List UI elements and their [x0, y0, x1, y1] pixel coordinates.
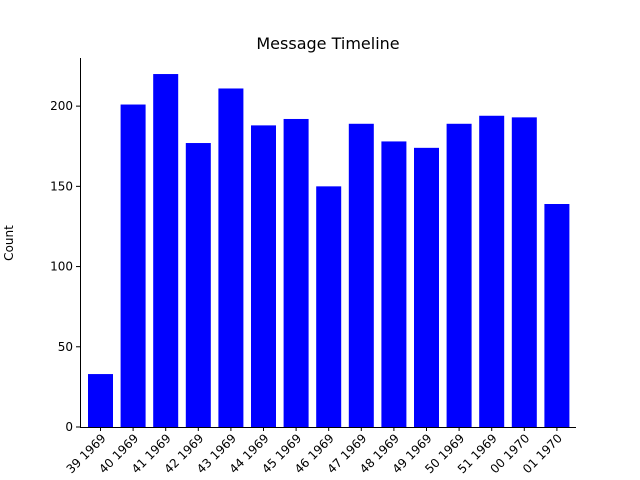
bar-2 — [153, 74, 179, 427]
y-tick-label-3: 150 — [50, 179, 73, 193]
bar-12 — [479, 115, 505, 427]
bar-14 — [544, 204, 570, 427]
y-tick-label-1: 50 — [58, 340, 73, 354]
bar-11 — [446, 123, 472, 427]
y-tick-label-0: 0 — [65, 420, 73, 434]
bar-6 — [283, 118, 309, 427]
bars-group — [88, 74, 570, 428]
bar-3 — [185, 143, 211, 427]
bar-1 — [120, 104, 146, 427]
y-axis-label: Count — [2, 225, 16, 261]
y-tick-label-2: 100 — [50, 260, 73, 274]
bar-4 — [218, 88, 244, 427]
y-tick-label-4: 200 — [50, 99, 73, 113]
bar-5 — [251, 125, 276, 427]
bar-0 — [88, 374, 113, 427]
bar-13 — [511, 117, 537, 428]
y-ticks-group: 0 50 100 150 200 — [50, 99, 80, 434]
bar-8 — [348, 123, 374, 427]
bar-9 — [381, 141, 407, 427]
bar-10 — [414, 147, 439, 427]
bar-7 — [316, 186, 342, 427]
chart-title: Message Timeline — [256, 34, 399, 53]
